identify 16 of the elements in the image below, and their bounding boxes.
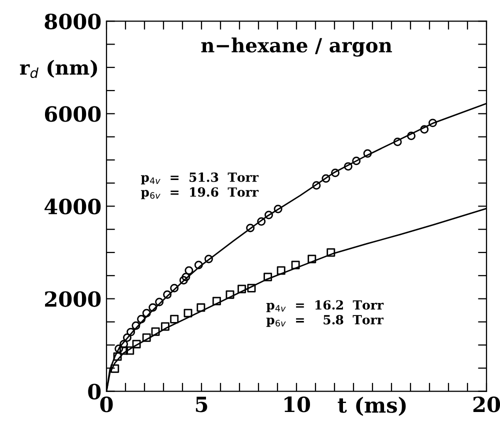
annotation: p$_{6v}$ = 5.8 Torr xyxy=(266,315,384,327)
y-tick-label: 0 xyxy=(88,384,101,400)
x-tick-label: 20 xyxy=(473,396,500,412)
y-tick-label: 4000 xyxy=(44,198,101,214)
x-tick-label: 10 xyxy=(284,396,310,412)
x-axis-title: t (ms) xyxy=(338,396,406,416)
y-tick-label: 8000 xyxy=(44,14,101,30)
annotation: p$_{4v}$ = 51.3 Torr xyxy=(140,172,259,184)
x-tick-label: 0 xyxy=(100,396,113,412)
x-tick-label: 5 xyxy=(196,396,208,412)
annotation: p$_{6v}$ = 19.6 Torr xyxy=(140,187,259,200)
y-tick-label: 6000 xyxy=(44,106,101,122)
annotation: p$_{4v}$ = 16.2 Torr xyxy=(266,300,384,312)
y-axis-title: r$_{d}$ (nm) xyxy=(20,60,98,78)
y-tick-label: 2000 xyxy=(45,291,101,307)
text: n−hexane / argon xyxy=(201,38,392,57)
